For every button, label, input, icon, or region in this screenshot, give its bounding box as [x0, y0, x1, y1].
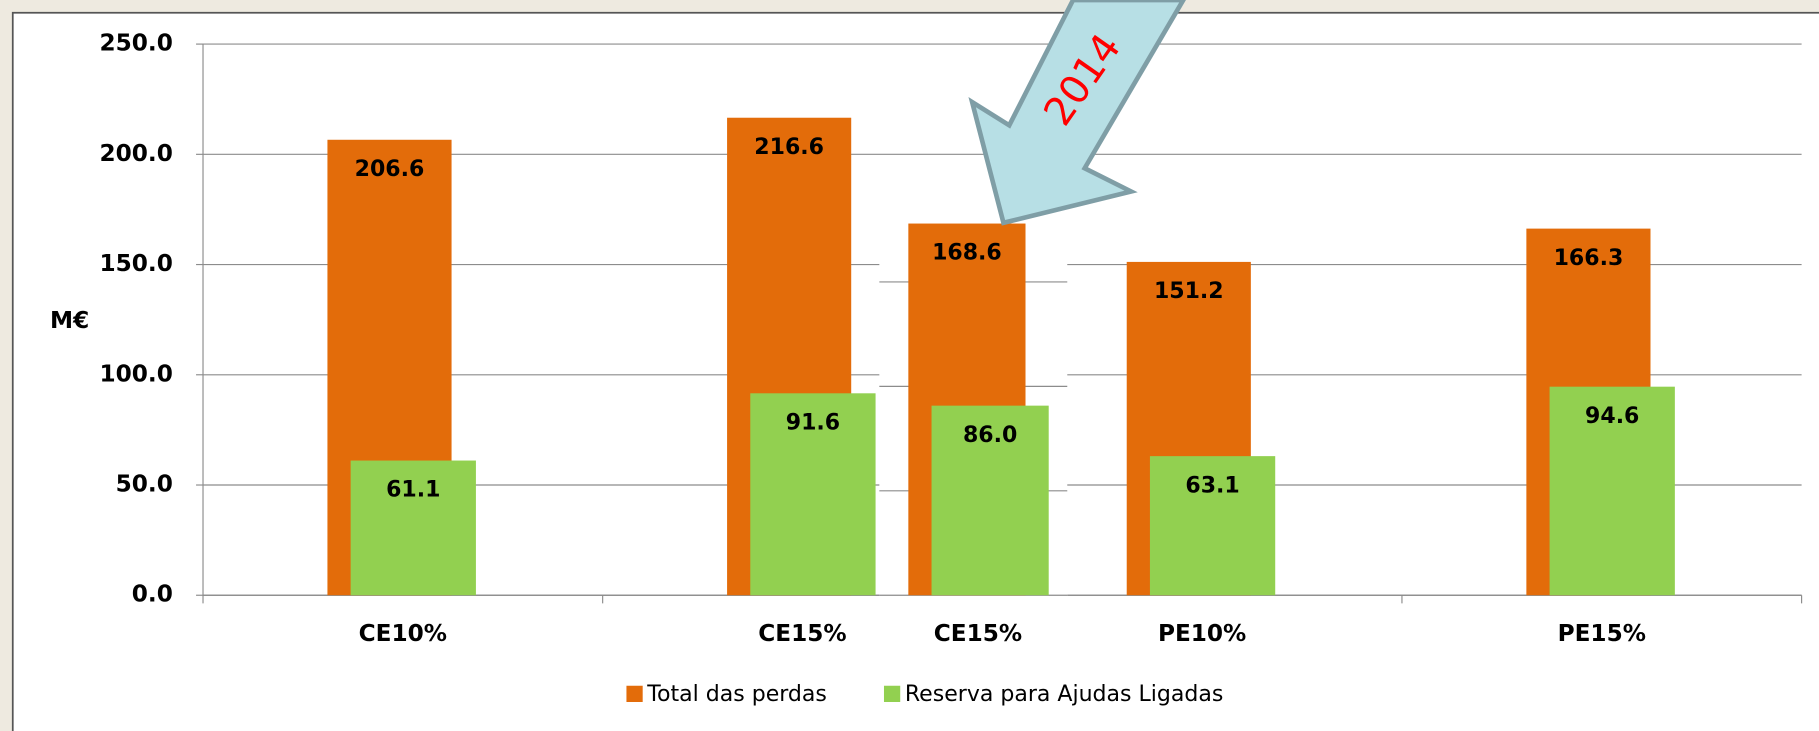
bar	[350, 460, 476, 596]
y-tick-label: 200.0	[99, 140, 172, 167]
legend-swatch	[883, 685, 901, 702]
data-label: 216.6	[754, 135, 824, 160]
x-tick-label: CE15%	[934, 620, 1022, 647]
bar	[750, 393, 876, 596]
x-tick-label: PE10%	[1158, 620, 1246, 647]
y-tick-label: 150.0	[99, 250, 172, 277]
bar	[931, 405, 1049, 596]
data-label: 91.6	[786, 410, 840, 435]
y-tick-label: 0.0	[132, 581, 173, 608]
x-tick-label: PE15%	[1558, 620, 1646, 647]
y-tick-label: 250.0	[99, 30, 172, 57]
legend-label: Reserva para Ajudas Ligadas	[905, 682, 1223, 707]
x-tick-label: CE15%	[758, 620, 846, 647]
data-label: 63.1	[1185, 473, 1239, 498]
y-tick-label: 100.0	[99, 360, 172, 387]
data-label: 86.0	[963, 423, 1017, 448]
bar	[1549, 386, 1675, 596]
bar	[1149, 456, 1276, 596]
y-axis-label: M€	[50, 307, 89, 334]
legend-swatch	[626, 685, 643, 702]
data-label: 61.1	[386, 478, 440, 503]
arrow	[968, 0, 1186, 226]
data-label: 206.6	[355, 157, 425, 182]
y-tick-label: 50.0	[116, 471, 173, 498]
data-label: 151.2	[1154, 279, 1224, 304]
data-label: 168.6	[932, 241, 1002, 266]
legend-label: Total das perdas	[646, 682, 827, 707]
data-label: 94.6	[1585, 404, 1639, 429]
data-label: 166.3	[1554, 246, 1624, 271]
x-tick-label: CE10%	[359, 620, 447, 647]
